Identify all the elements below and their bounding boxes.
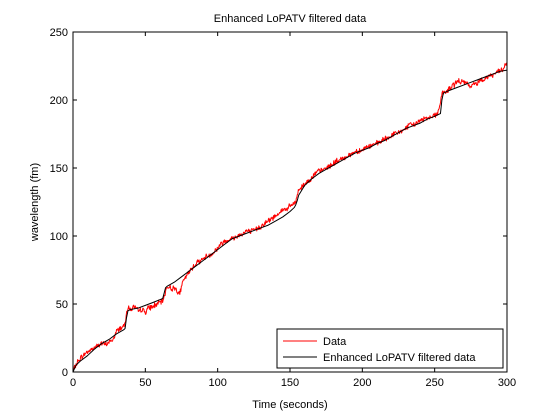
ticks-layer: 0 50 100 150 200 250 300 0 50 100 150 200 250 [50,27,517,389]
x-tick-label: 250 [425,377,443,389]
y-tick-label: 50 [56,299,68,311]
x-tick-label: 0 [70,377,76,389]
series-layer [72,62,508,373]
plot-background [73,32,507,372]
legend-box [276,328,504,369]
y-tick-label: 250 [50,27,68,39]
y-axis-title: wavelength (fm) [29,163,41,242]
legend-label-filtered: Enhanced LoPATV filtered data [323,352,476,364]
x-tick-label: 150 [281,377,299,389]
x-tick-label: 100 [208,377,226,389]
x-tick-label: 300 [498,377,516,389]
y-tick-label: 100 [50,231,68,243]
y-tick-label: 0 [62,367,68,379]
x-tick-label: 50 [139,377,151,389]
series-line-filtered [72,69,508,373]
x-axis-title: Time (seconds) [252,399,327,411]
chart-title: Enhanced LoPATV filtered data [214,13,367,25]
y-tick-label: 200 [50,95,68,107]
plot-area: 0 50 100 150 200 250 300 0 50 100 150 200 250 [50,27,517,389]
legend-label-data: Data [323,336,347,348]
x-tick-label: 200 [353,377,371,389]
y-tick-label: 150 [50,163,68,175]
legend: Data Enhanced LoPATV filtered data [276,328,504,369]
